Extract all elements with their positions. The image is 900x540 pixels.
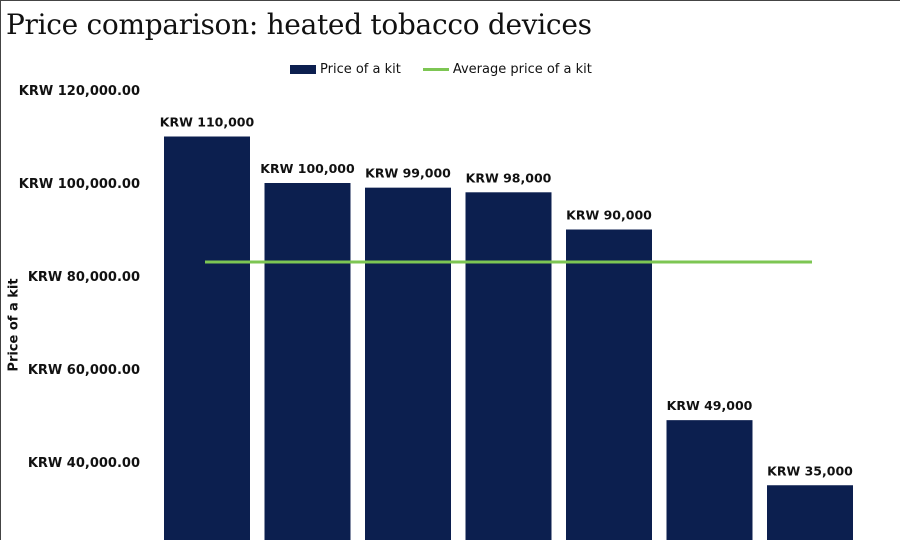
top-border [0, 0, 900, 1]
bar [164, 136, 250, 540]
legend-item-price: Price of a kit [290, 62, 401, 77]
legend-swatch-price [290, 65, 316, 74]
y-tick-label: KRW 60,000.00 [28, 363, 140, 378]
chart-title: Price comparison: heated tobacco devices [6, 8, 592, 41]
legend-swatch-average [422, 68, 449, 71]
bar-data-label: KRW 100,000 [260, 161, 355, 176]
bar [666, 420, 753, 540]
y-tick-label: KRW 100,000.00 [19, 177, 140, 192]
bar-data-label: KRW 99,000 [365, 166, 451, 181]
y-tick-label: KRW 40,000.00 [28, 456, 140, 471]
bar [767, 485, 853, 540]
bar [566, 229, 652, 540]
y-tick-label: KRW 120,000.00 [19, 84, 140, 99]
bar-data-label: KRW 110,000 [160, 115, 255, 130]
bar [365, 187, 451, 540]
bar-data-label: KRW 35,000 [767, 463, 853, 478]
bar [465, 192, 552, 540]
y-tick-label: KRW 80,000.00 [28, 270, 140, 285]
bar-data-label: KRW 49,000 [667, 398, 753, 413]
bar [264, 183, 351, 540]
legend-item-average: Average price of a kit [422, 62, 592, 77]
legend-label-price: Price of a kit [320, 62, 401, 77]
bar-data-label: KRW 98,000 [466, 170, 552, 185]
legend: Price of a kit Average price of a kit [290, 62, 592, 77]
bar-data-label: KRW 90,000 [566, 208, 652, 223]
legend-label-average: Average price of a kit [452, 62, 592, 77]
left-border [0, 0, 1, 540]
